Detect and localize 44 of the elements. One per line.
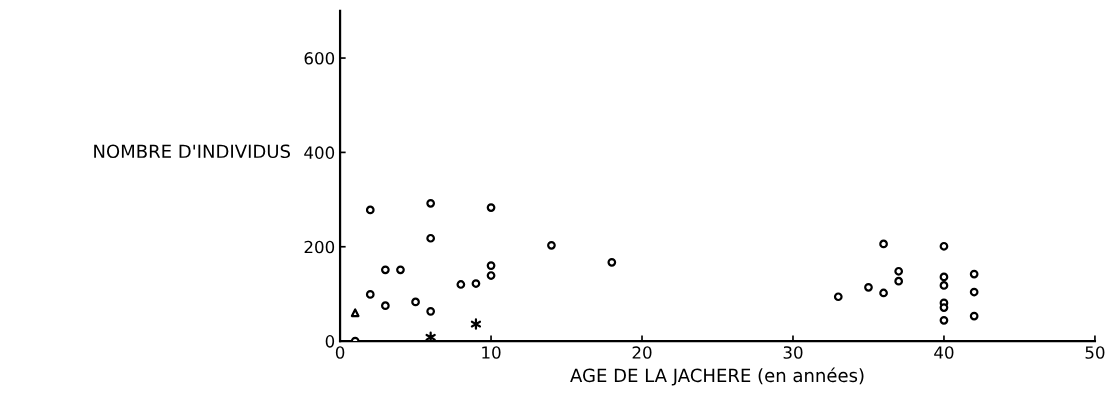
point [969,287,979,297]
point [426,198,436,208]
point [365,290,375,299]
y-tick-label: 0 [325,335,335,348]
x-tick-label: 20 [632,346,652,359]
y-tick-label: 400 [304,146,335,159]
x-axis-title: AGE DE LA JACHERE (en années) [570,367,864,386]
point [939,303,949,312]
point [939,241,949,251]
x-tick-label: 30 [783,346,803,359]
point [411,297,420,307]
x-tick-label: 40 [934,346,954,359]
y-tick-label: 200 [304,240,335,254]
point [471,279,481,288]
x-tick-label: 50 [1085,346,1105,359]
point [607,257,617,267]
point [486,261,496,270]
point [879,288,888,298]
point [486,271,496,280]
point [894,276,904,286]
x-tick-label: 10 [482,346,501,359]
point [426,233,436,243]
point [833,292,843,302]
point [350,308,360,318]
point [864,282,873,292]
x-tick-label: 0 [335,346,345,359]
point [939,272,949,282]
point [879,239,888,249]
point [939,315,949,325]
point [969,311,979,321]
point [456,280,466,289]
point [426,307,436,316]
y-axis-title: NOMBRE D'INDIVIDUS [94,144,290,159]
point [894,266,904,276]
point [969,269,979,279]
point [547,240,556,250]
point [486,203,496,212]
point [365,205,375,215]
point [939,281,949,290]
point [396,265,405,275]
point [470,318,482,330]
y-tick-label: 600 [304,52,335,65]
point [381,301,390,311]
point [381,265,390,275]
